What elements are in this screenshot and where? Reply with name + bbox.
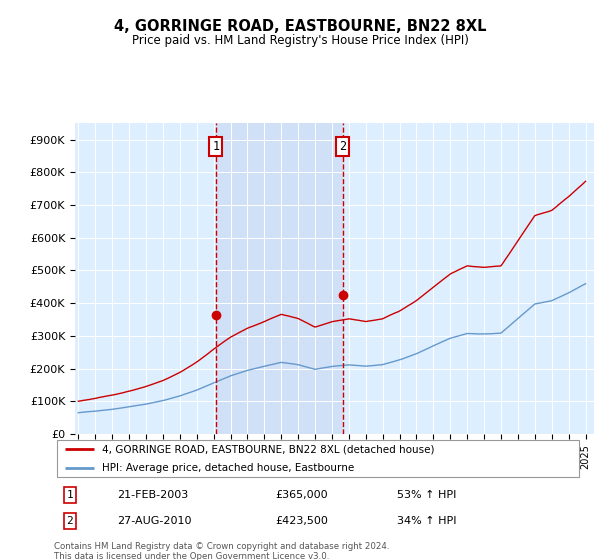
- Text: HPI: Average price, detached house, Eastbourne: HPI: Average price, detached house, East…: [101, 463, 354, 473]
- Text: 27-AUG-2010: 27-AUG-2010: [118, 516, 192, 526]
- Text: 1: 1: [212, 139, 220, 153]
- Text: 34% ↑ HPI: 34% ↑ HPI: [397, 516, 457, 526]
- Text: 2: 2: [340, 139, 347, 153]
- Text: 21-FEB-2003: 21-FEB-2003: [118, 490, 188, 500]
- Text: £423,500: £423,500: [276, 516, 329, 526]
- Text: 53% ↑ HPI: 53% ↑ HPI: [397, 490, 457, 500]
- Text: 2: 2: [67, 516, 73, 526]
- Text: £365,000: £365,000: [276, 490, 328, 500]
- FancyBboxPatch shape: [56, 441, 580, 477]
- Text: 4, GORRINGE ROAD, EASTBOURNE, BN22 8XL (detached house): 4, GORRINGE ROAD, EASTBOURNE, BN22 8XL (…: [101, 445, 434, 454]
- Text: Contains HM Land Registry data © Crown copyright and database right 2024.
This d: Contains HM Land Registry data © Crown c…: [54, 542, 389, 560]
- Bar: [216, 123, 343, 434]
- Text: Price paid vs. HM Land Registry's House Price Index (HPI): Price paid vs. HM Land Registry's House …: [131, 34, 469, 48]
- Text: 1: 1: [67, 490, 73, 500]
- Text: 4, GORRINGE ROAD, EASTBOURNE, BN22 8XL: 4, GORRINGE ROAD, EASTBOURNE, BN22 8XL: [114, 20, 486, 34]
